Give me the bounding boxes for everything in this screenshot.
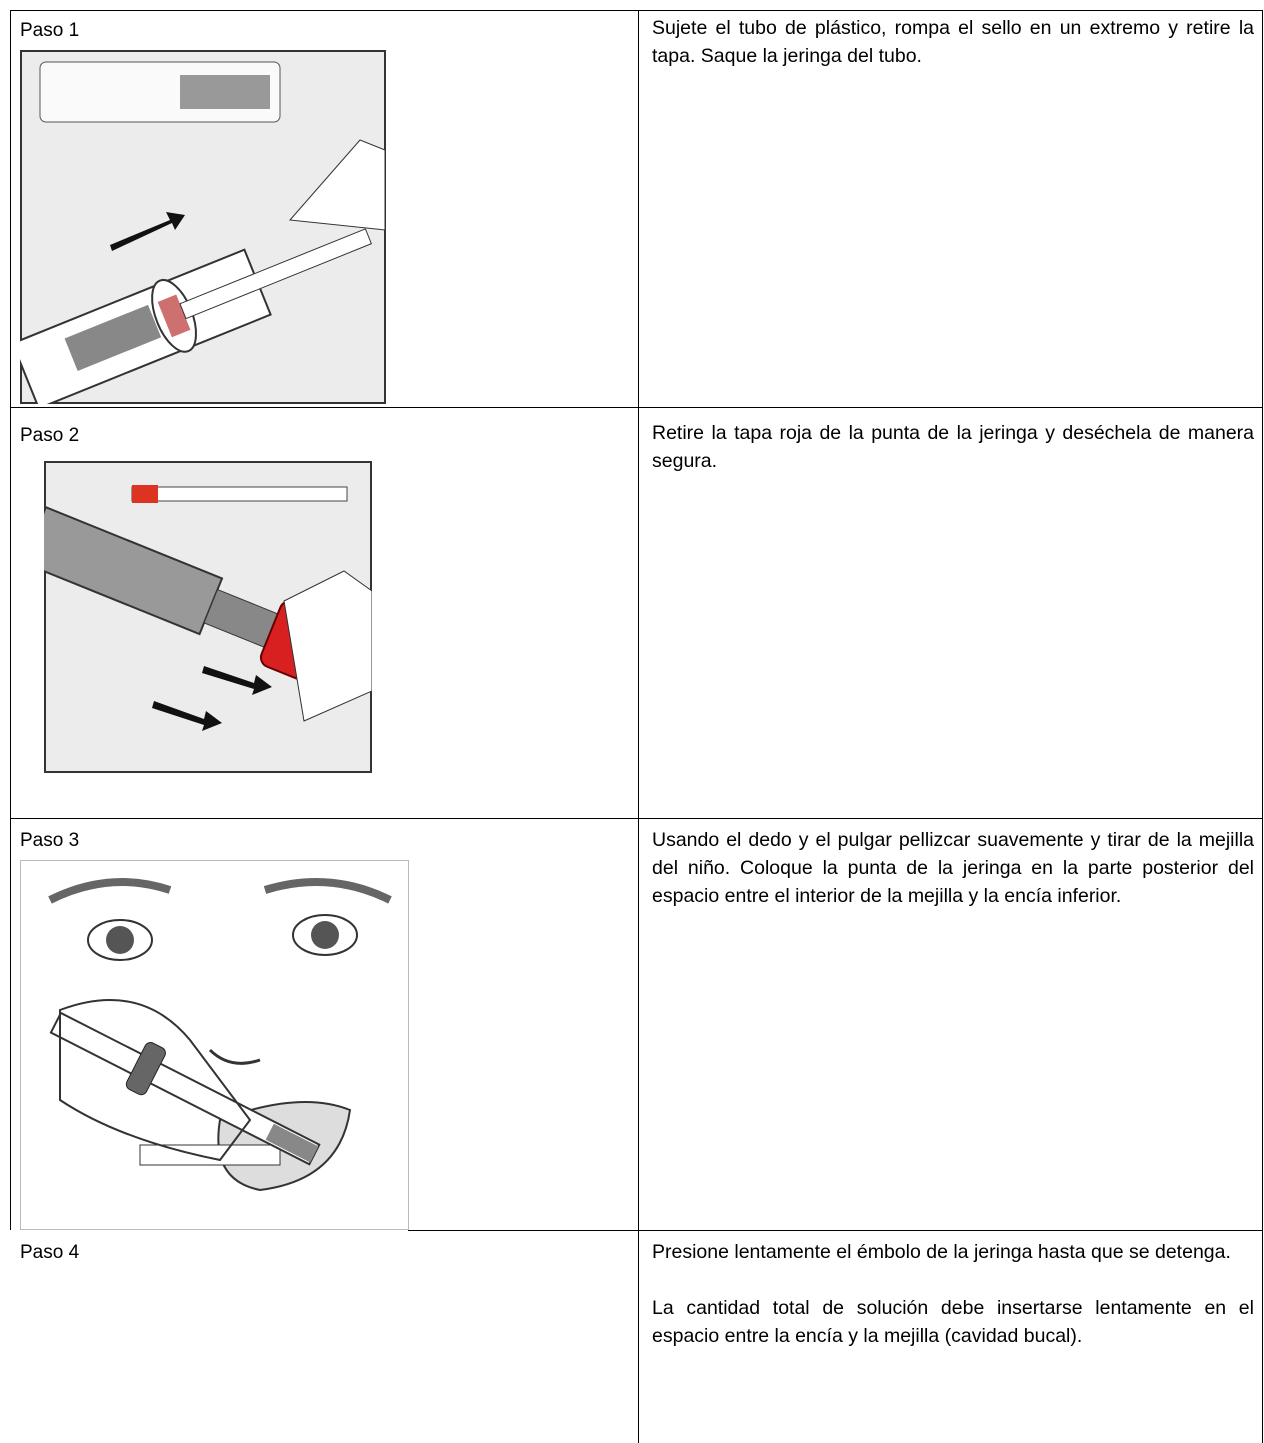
instruction: Presione lentamente el émbolo de la jeri…: [652, 1238, 1254, 1378]
illustration: [20, 860, 409, 1230]
border: [10, 818, 1263, 819]
border: [10, 10, 11, 1230]
border: [1262, 10, 1263, 1443]
step-label: Paso 3: [20, 830, 80, 851]
border: [10, 10, 1263, 11]
instruction: Usando el dedo y el pulgar pellizcar sua…: [652, 826, 1254, 938]
illustration: [20, 50, 386, 404]
instruction: Retire la tapa roja de la punta de la je…: [652, 419, 1254, 503]
illustration: [44, 461, 372, 773]
paragraph: Retire la tapa roja de la punta de la je…: [652, 422, 1254, 472]
step-label: Paso 4: [20, 1242, 80, 1263]
paragraph: La cantidad total de solución debe inser…: [652, 1297, 1254, 1347]
border: [408, 1230, 1263, 1231]
step-label: Paso 1: [20, 20, 80, 41]
step-label: Paso 2: [20, 425, 80, 446]
border: [10, 407, 1263, 408]
border: [638, 10, 639, 1443]
instruction: Sujete el tubo de plástico, rompa el sel…: [652, 14, 1254, 98]
paragraph: Sujete el tubo de plástico, rompa el sel…: [652, 17, 1254, 67]
paragraph: Presione lentamente el émbolo de la jeri…: [652, 1241, 1231, 1263]
paragraph: Usando el dedo y el pulgar pellizcar sua…: [652, 829, 1254, 907]
